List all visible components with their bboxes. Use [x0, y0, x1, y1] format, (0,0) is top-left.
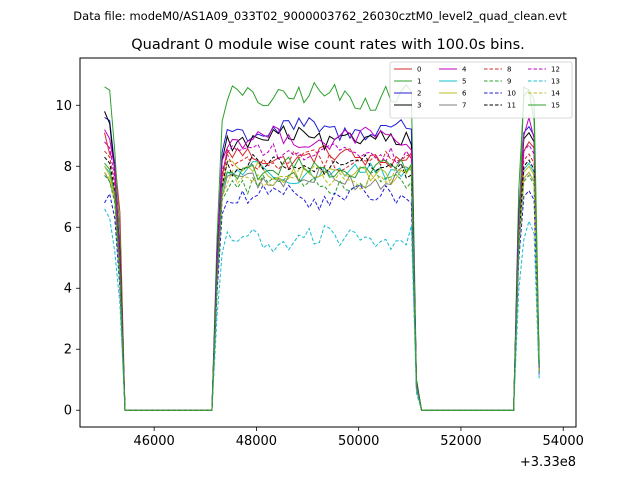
legend-label-0: 0	[417, 66, 421, 74]
legend-label-5: 5	[462, 78, 466, 86]
x-offset-label: +3.33e8	[520, 455, 576, 470]
legend-label-3: 3	[417, 102, 421, 110]
legend-label-14: 14	[551, 90, 560, 98]
legend-label-13: 13	[551, 78, 560, 86]
legend-label-10: 10	[507, 90, 516, 98]
x-tick-label: 54000	[543, 434, 584, 449]
legend-label-12: 12	[551, 66, 560, 74]
x-tick-label: 48000	[236, 434, 277, 449]
y-tick-label: 8	[64, 160, 72, 175]
legend-label-1: 1	[417, 78, 421, 86]
legend-label-11: 11	[507, 102, 516, 110]
legend-label-6: 6	[462, 90, 467, 98]
suptitle: Data file: modeM0/AS1A09_033T02_90000037…	[73, 9, 567, 23]
legend-label-2: 2	[417, 90, 421, 98]
series-layer	[104, 81, 540, 411]
legend-label-15: 15	[551, 102, 560, 110]
y-axis: 0 2 4 6 8 10	[55, 99, 80, 419]
series-line-9	[104, 170, 540, 411]
y-tick-label: 2	[64, 343, 72, 358]
x-tick-label: 50000	[338, 434, 379, 449]
legend-label-7: 7	[462, 102, 466, 110]
plot-frame	[79, 57, 577, 428]
legend-frame	[389, 61, 573, 119]
y-tick-label: 10	[55, 99, 72, 114]
y-tick-label: 0	[64, 404, 72, 419]
legend-label-9: 9	[507, 78, 511, 86]
x-tick-label: 46000	[133, 434, 174, 449]
x-axis: 46000 48000 50000 52000 54000	[133, 427, 584, 449]
y-tick-label: 4	[64, 282, 72, 297]
series-line-15	[104, 86, 540, 411]
chart-title: Quadrant 0 module wise count rates with …	[131, 37, 525, 53]
y-tick-label: 6	[64, 221, 72, 236]
legend-label-8: 8	[507, 66, 511, 74]
x-tick-label: 52000	[440, 434, 481, 449]
legend-label-4: 4	[462, 66, 467, 74]
